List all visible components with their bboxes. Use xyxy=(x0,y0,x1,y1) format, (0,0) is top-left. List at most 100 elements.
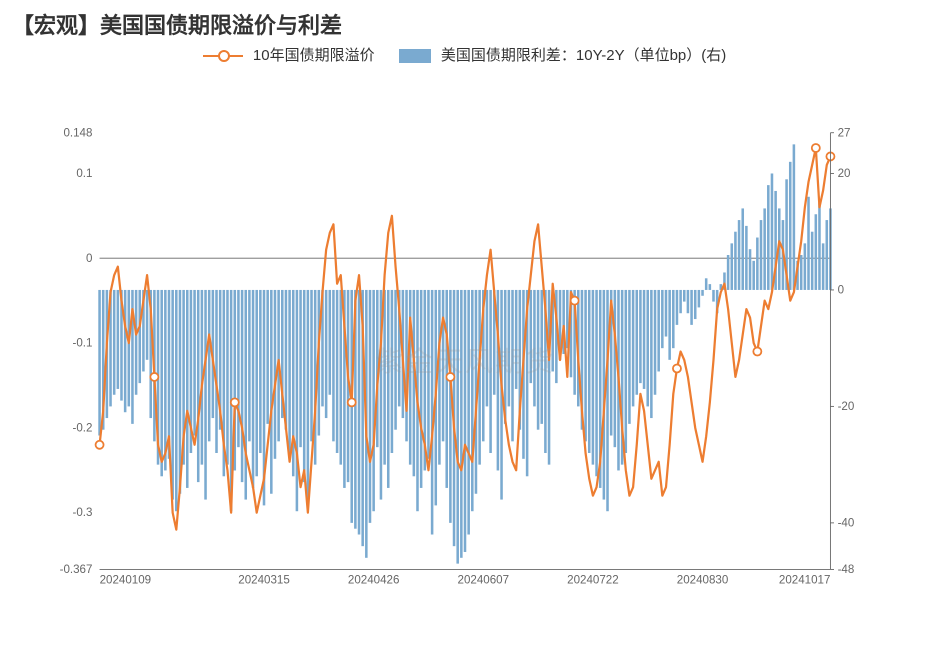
bar xyxy=(749,249,752,290)
bar xyxy=(288,290,291,453)
bar xyxy=(303,290,306,482)
bar xyxy=(730,243,733,290)
chart-title: 【宏观】美国国债期限溢价与利差 xyxy=(12,8,342,40)
bar xyxy=(661,290,664,348)
bar xyxy=(489,290,492,453)
bar xyxy=(471,290,474,511)
bar xyxy=(449,290,452,523)
bar xyxy=(336,290,339,453)
bar xyxy=(255,290,258,476)
bar xyxy=(650,290,653,418)
bar xyxy=(438,290,441,465)
bar xyxy=(592,290,595,465)
bar xyxy=(818,203,821,290)
bar xyxy=(369,290,372,523)
legend-label-bar: 美国国债期限利差：10Y-2Y（单位bp）(右) xyxy=(441,47,726,64)
bar xyxy=(175,290,178,511)
bar xyxy=(241,290,244,482)
bar xyxy=(146,290,149,360)
bar xyxy=(804,243,807,290)
x-tick-label: 20240607 xyxy=(458,575,510,587)
bar xyxy=(789,162,792,290)
bar xyxy=(672,290,675,348)
bar xyxy=(584,290,587,441)
bar xyxy=(628,290,631,424)
bar xyxy=(237,290,240,447)
bar xyxy=(815,214,818,290)
bar xyxy=(486,290,489,406)
bar xyxy=(712,290,715,302)
y-right-tick-label: -40 xyxy=(838,517,855,529)
bar xyxy=(124,290,127,412)
bar xyxy=(307,290,310,505)
bar xyxy=(431,290,434,535)
bar xyxy=(332,290,335,441)
bar xyxy=(643,290,646,389)
bar xyxy=(456,290,459,564)
bar xyxy=(138,290,141,383)
bar xyxy=(639,290,642,383)
bar xyxy=(679,290,682,313)
bar xyxy=(694,290,697,319)
bar xyxy=(533,290,536,406)
bar xyxy=(606,290,609,511)
bar xyxy=(387,290,390,488)
bar xyxy=(588,290,591,453)
bar xyxy=(98,290,101,436)
x-tick-label: 20241017 xyxy=(779,575,831,587)
bar xyxy=(767,185,770,290)
bar xyxy=(285,290,288,430)
legend-item-bar: 美国国债期限利差：10Y-2Y（单位bp）(右) xyxy=(399,44,727,65)
bar xyxy=(676,290,679,325)
bar xyxy=(383,290,386,465)
bar xyxy=(508,290,511,406)
bar xyxy=(793,144,796,290)
bar xyxy=(252,290,255,488)
line-marker-icon xyxy=(203,55,243,57)
bar xyxy=(358,290,361,535)
line-marker xyxy=(812,144,820,152)
bar xyxy=(193,290,196,436)
bar xyxy=(646,290,649,406)
legend-label-line: 10年国债期限溢价 xyxy=(253,47,375,64)
bar xyxy=(296,290,299,511)
bar xyxy=(394,290,397,430)
bar xyxy=(460,290,463,558)
y-left-tick-label: 0 xyxy=(86,253,92,265)
bar xyxy=(164,290,167,471)
bar xyxy=(270,290,273,494)
y-left-tick-label: -0.1 xyxy=(72,338,92,350)
bar xyxy=(511,290,514,441)
bar xyxy=(409,290,412,465)
bar xyxy=(807,197,810,290)
bar xyxy=(625,290,628,453)
bar xyxy=(635,290,638,395)
bar xyxy=(756,238,759,290)
bar xyxy=(683,290,686,302)
y-left-tick-label: 0.1 xyxy=(76,168,92,180)
bar xyxy=(420,290,423,488)
line-marker xyxy=(446,373,454,381)
bar xyxy=(266,290,269,424)
bar xyxy=(763,208,766,290)
line-marker xyxy=(231,398,239,406)
bar xyxy=(128,290,131,406)
bar xyxy=(329,290,332,395)
line-marker xyxy=(348,398,356,406)
bar xyxy=(654,290,657,395)
bar xyxy=(800,255,803,290)
bar xyxy=(186,290,189,488)
bar xyxy=(771,173,774,289)
bar xyxy=(537,290,540,430)
bar xyxy=(135,290,138,395)
bar xyxy=(113,290,116,395)
y-right-tick-label: 27 xyxy=(838,127,851,139)
bar xyxy=(325,290,328,418)
line-marker xyxy=(753,348,761,356)
plot-area: 紫金天风期货 -0.367-0.3-0.2-0.100.10.148-48-40… xyxy=(55,115,875,605)
x-tick-label: 20240426 xyxy=(348,575,400,587)
bar xyxy=(442,290,445,441)
x-tick-label: 20240722 xyxy=(567,575,619,587)
bar xyxy=(226,290,229,465)
bar xyxy=(244,290,247,500)
